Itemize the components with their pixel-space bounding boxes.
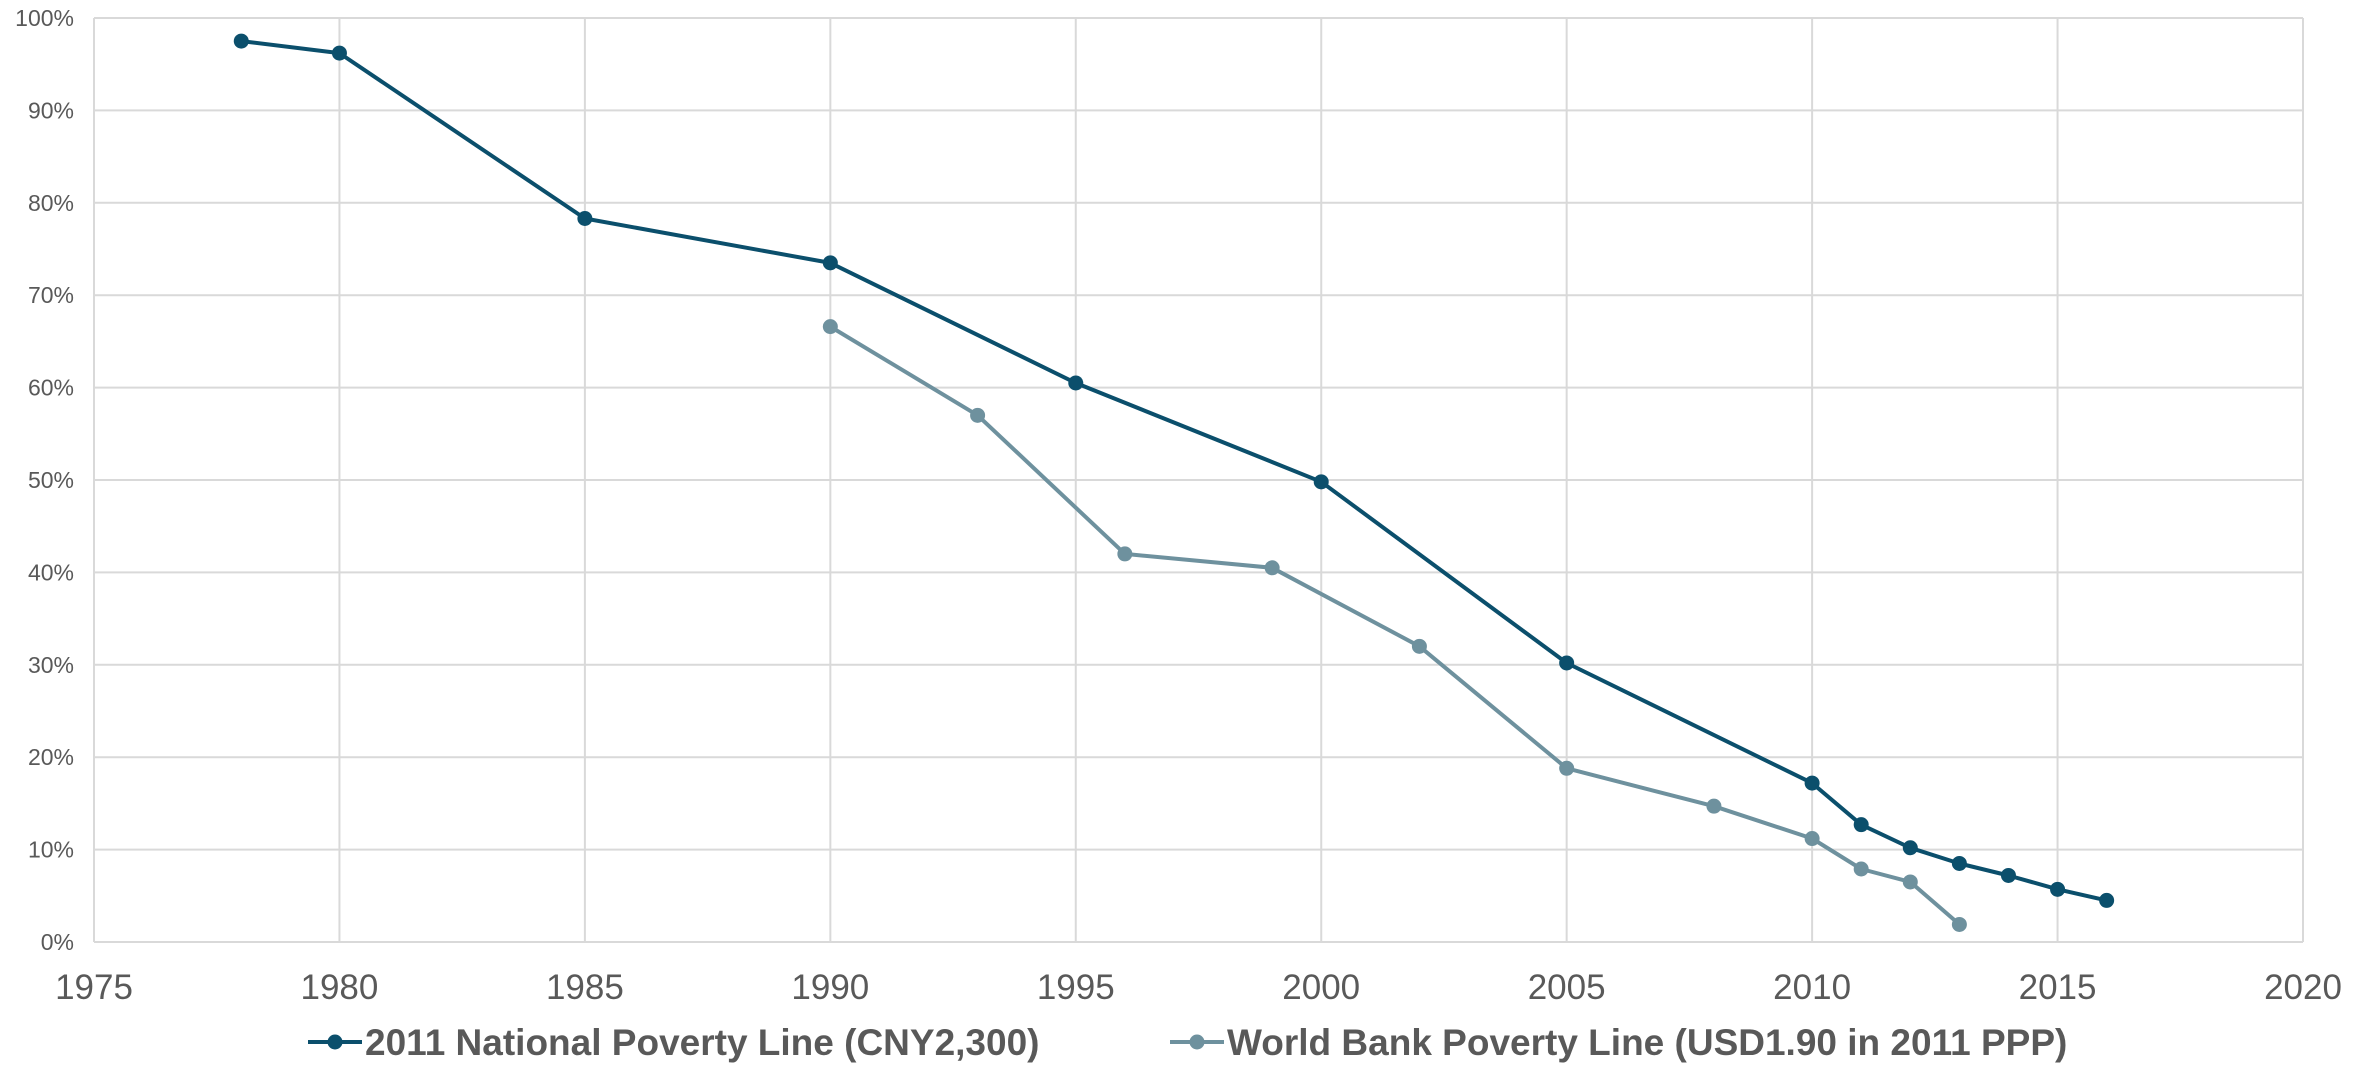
data-point: [1804, 831, 1820, 847]
data-point: [1117, 546, 1133, 562]
legend-item: 2011 National Poverty Line (CNY2,300): [308, 1022, 1040, 1063]
legend-label: 2011 National Poverty Line (CNY2,300): [365, 1022, 1040, 1063]
data-point: [233, 33, 249, 49]
data-point: [970, 407, 986, 423]
x-tick-label: 2010: [1773, 968, 1851, 1007]
data-point: [1313, 474, 1329, 490]
y-tick-label: 80%: [28, 190, 74, 216]
x-tick-label: 1985: [546, 968, 624, 1007]
data-point: [1068, 375, 1084, 391]
data-point: [822, 319, 838, 335]
data-point: [1902, 874, 1918, 890]
series-1: [233, 33, 2115, 908]
y-tick-label: 20%: [28, 744, 74, 770]
data-point: [577, 211, 593, 227]
legend-marker: [327, 1034, 343, 1050]
y-tick-label: 60%: [28, 375, 74, 401]
data-point: [1559, 760, 1575, 776]
x-tick-label: 1995: [1037, 968, 1115, 1007]
y-tick-label: 40%: [28, 559, 74, 585]
grid: [93, 17, 2304, 943]
data-point: [1902, 840, 1918, 856]
data-point: [1853, 861, 1869, 877]
data-point: [2099, 892, 2115, 908]
data-point: [1264, 560, 1280, 576]
x-tick-label: 1990: [791, 968, 869, 1007]
x-tick-label: 2000: [1282, 968, 1360, 1007]
data-point: [1853, 817, 1869, 833]
legend-item: World Bank Poverty Line (USD1.90 in 2011…: [1170, 1022, 2067, 1063]
data-point: [331, 45, 347, 61]
data-point: [1951, 916, 1967, 932]
data-point: [1411, 638, 1427, 654]
series-line: [241, 39, 2108, 903]
data-point: [2000, 867, 2016, 883]
x-tick-label: 2020: [2264, 968, 2342, 1007]
y-tick-label: 10%: [28, 837, 74, 863]
series-group: [233, 33, 2115, 932]
y-tick-label: 30%: [28, 652, 74, 678]
x-axis: 1975 1980 1985 1990 1995 2000 2005 2010 2015 2020: [55, 968, 2342, 1007]
data-point: [1559, 655, 1575, 671]
data-point: [1706, 798, 1722, 814]
data-point: [1804, 775, 1820, 791]
legend-marker: [1189, 1034, 1205, 1050]
data-point: [2050, 881, 2066, 897]
data-point: [822, 255, 838, 271]
series-2: [822, 319, 1967, 932]
x-tick-label: 1975: [55, 968, 133, 1007]
y-tick-label: 100%: [15, 5, 74, 31]
x-tick-label: 1980: [301, 968, 379, 1007]
data-point: [1951, 855, 1967, 871]
y-axis: 0% 10% 20% 30% 40% 50% 60% 70% 80% 90% 100%: [15, 5, 74, 955]
x-tick-label: 2005: [1528, 968, 1606, 1007]
y-tick-label: 50%: [28, 467, 74, 493]
x-tick-label: 2015: [2019, 968, 2097, 1007]
y-tick-label: 70%: [28, 282, 74, 308]
series-line: [829, 324, 1961, 926]
y-tick-label: 0%: [41, 929, 74, 955]
y-tick-label: 90%: [28, 97, 74, 123]
legend-label: World Bank Poverty Line (USD1.90 in 2011…: [1227, 1022, 2067, 1063]
legend: 2011 National Poverty Line (CNY2,300) Wor…: [308, 1022, 2067, 1063]
